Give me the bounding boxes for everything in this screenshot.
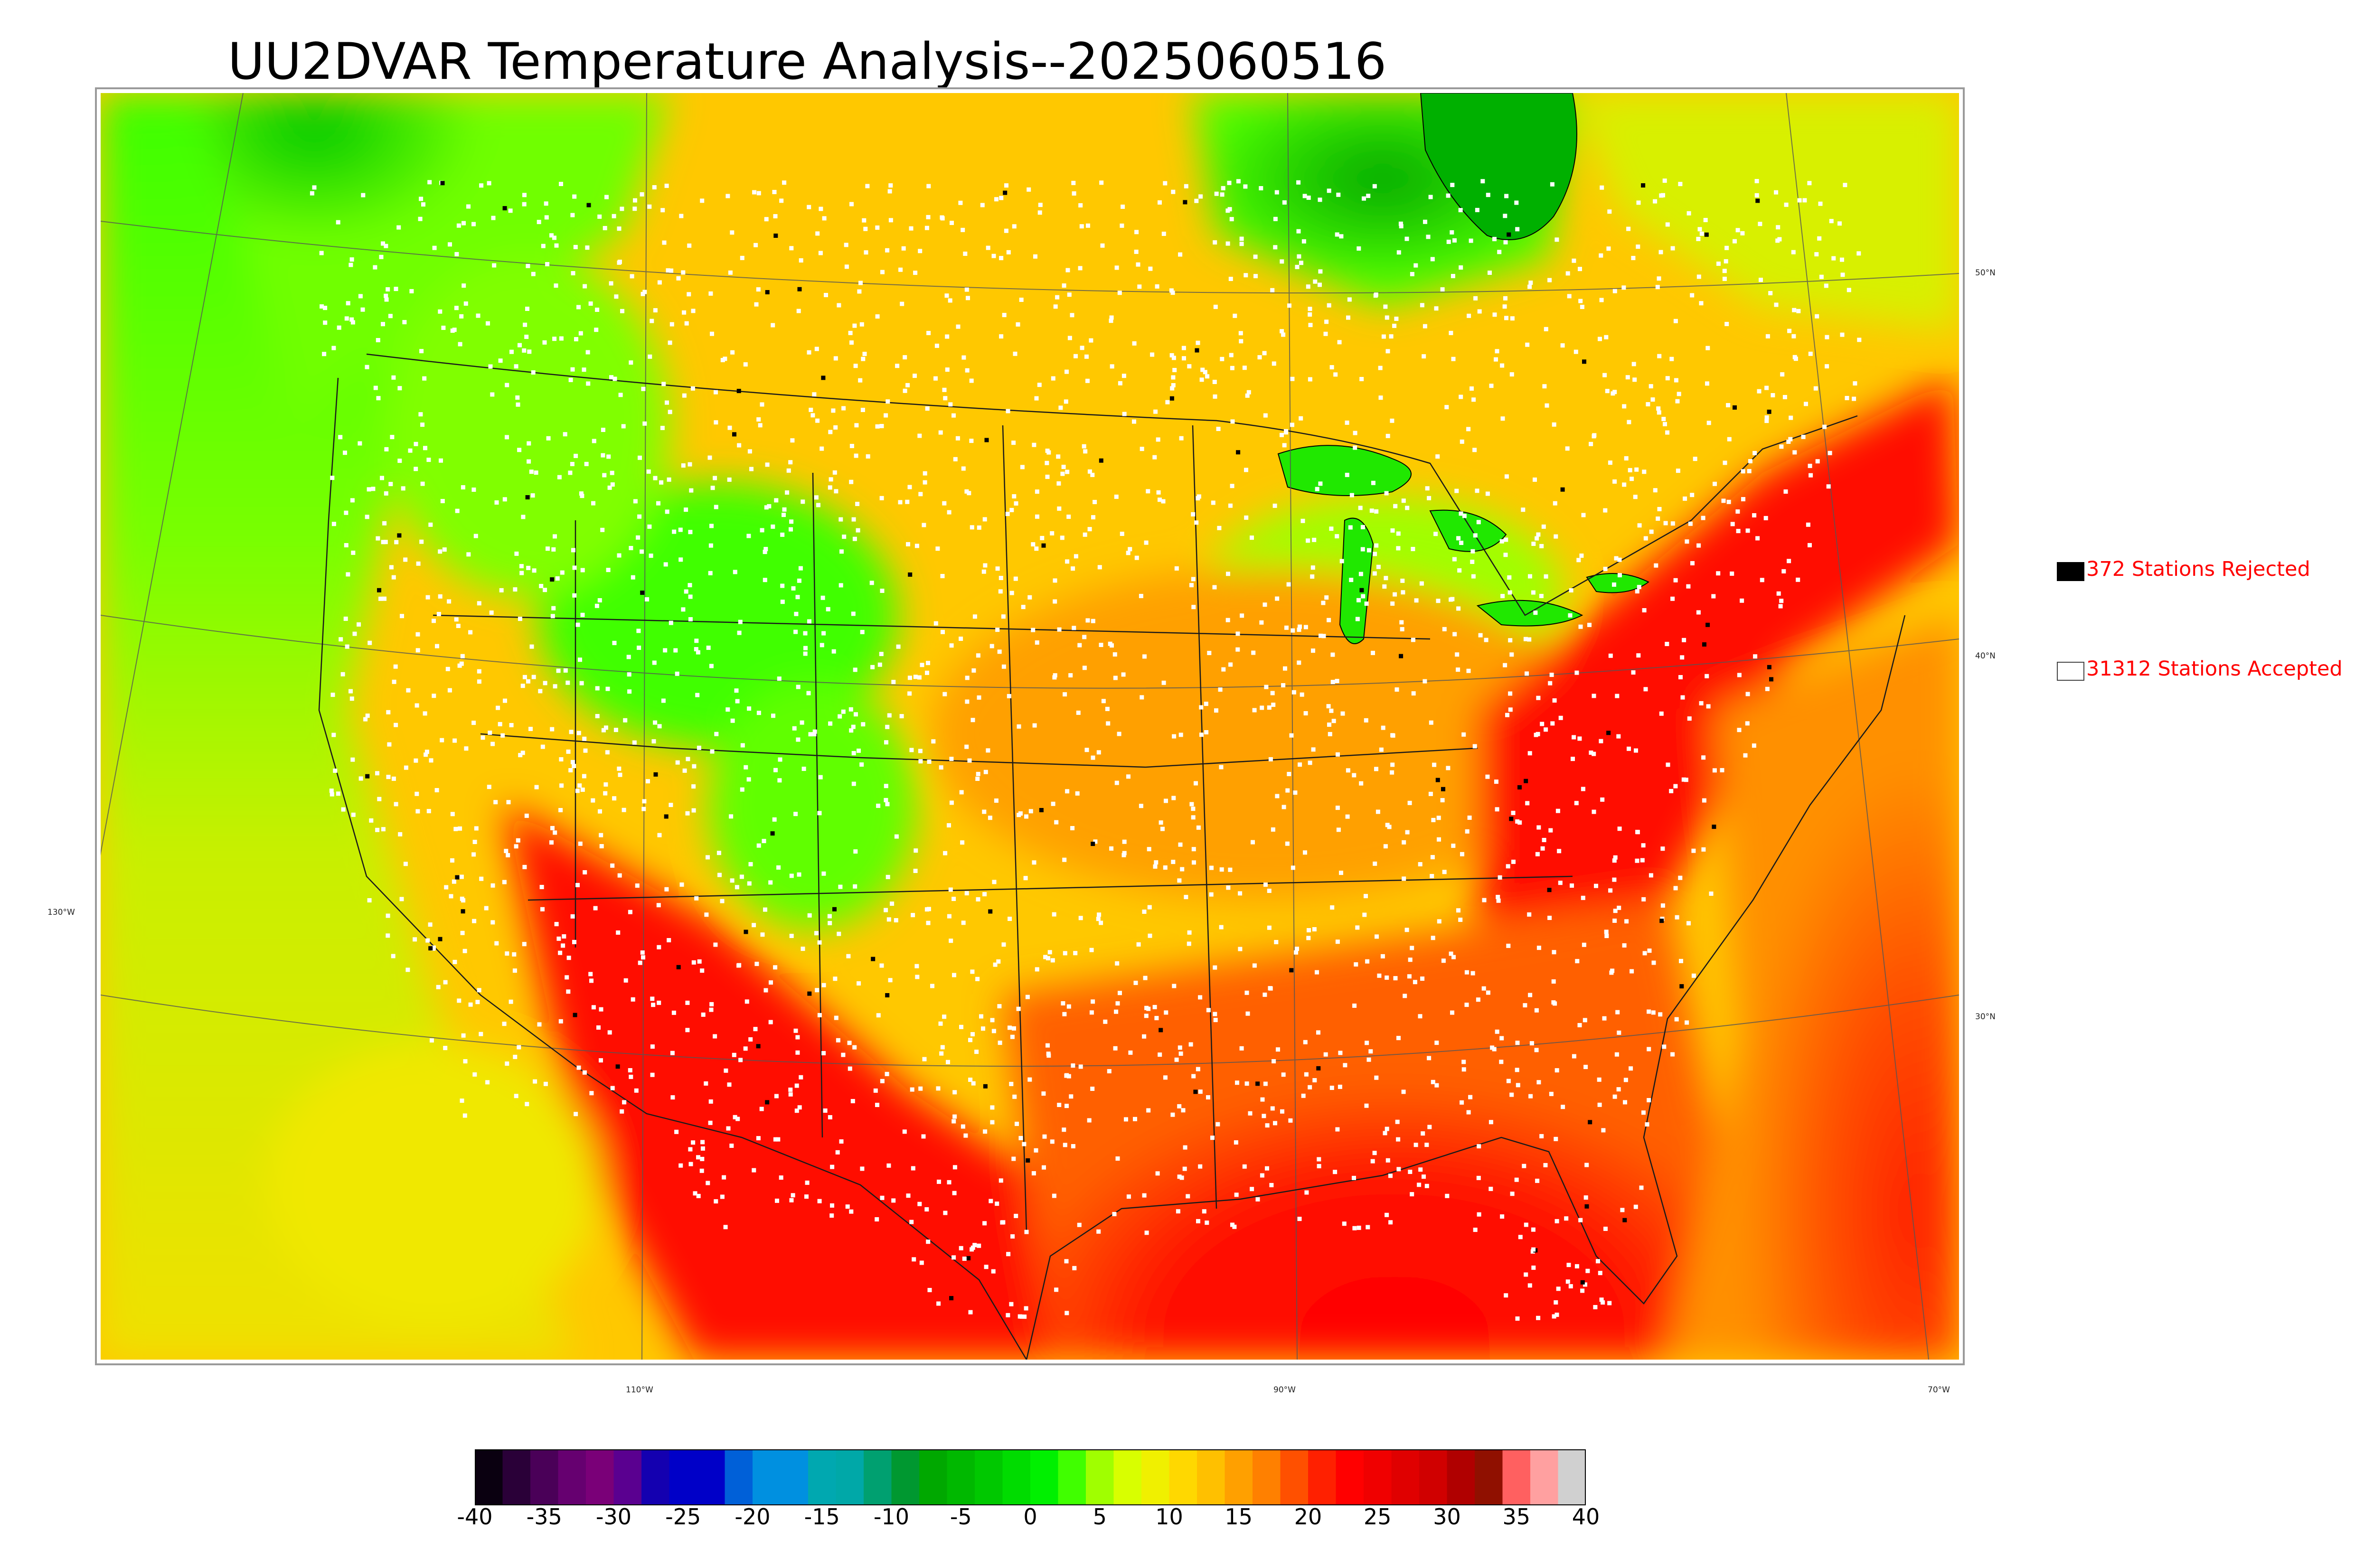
- colorbar-segment: [669, 1449, 697, 1505]
- colorbar-segment: [1169, 1449, 1197, 1505]
- colorbar-tick: 15: [1225, 1504, 1253, 1530]
- graticule: [101, 93, 1959, 1360]
- colorbar-segment: [1502, 1449, 1531, 1505]
- colorbar-tick: -10: [873, 1504, 910, 1530]
- colorbar-tick: 40: [1572, 1504, 1600, 1530]
- colorbar-segment: [891, 1449, 920, 1505]
- colorbar-tick: -30: [595, 1504, 632, 1530]
- colorbar-tick: 25: [1363, 1504, 1392, 1530]
- accepted-label: 31312 Stations Accepted: [2086, 657, 2343, 681]
- colorbar-segment: [1002, 1449, 1031, 1505]
- colorbar-segment: [1030, 1449, 1059, 1505]
- colorbar-tick: -15: [804, 1504, 840, 1530]
- lon-label-70w: 70°W: [1928, 1385, 1950, 1395]
- colorbar-segment: [475, 1449, 503, 1505]
- colorbar-segment: [1058, 1449, 1086, 1505]
- colorbar-segment: [641, 1449, 670, 1505]
- colorbar-segment: [1113, 1449, 1142, 1505]
- accepted-swatch: [2057, 662, 2084, 681]
- colorbar-segment: [1391, 1449, 1420, 1505]
- lat-label-40n: 40°N: [1975, 651, 1996, 661]
- colorbar-segment: [1475, 1449, 1503, 1505]
- rejected-swatch: [2057, 562, 2084, 581]
- rejected-label: 372 Stations Rejected: [2086, 557, 2310, 581]
- boundaries: [318, 353, 1906, 1360]
- colorbar-segment: [1364, 1449, 1392, 1505]
- colorbar-segment: [1197, 1449, 1225, 1505]
- colorbar-tick: 20: [1294, 1504, 1322, 1530]
- colorbar-tick: 0: [1023, 1504, 1037, 1530]
- colorbar-segment: [836, 1449, 864, 1505]
- colorbar-tick: -5: [950, 1504, 972, 1530]
- colorbar-segment: [1419, 1449, 1448, 1505]
- station-markers: [310, 178, 1862, 1321]
- colorbar-segment: [1308, 1449, 1337, 1505]
- lat-label-50n: 50°N: [1975, 268, 1996, 278]
- colorbar-segment: [753, 1449, 781, 1505]
- colorbar-tick: 5: [1093, 1504, 1107, 1530]
- colorbar-segment: [502, 1449, 531, 1505]
- colorbar-segment: [697, 1449, 725, 1505]
- colorbar-tick: -40: [457, 1504, 493, 1530]
- colorbar-segment: [864, 1449, 892, 1505]
- colorbar-tick: -25: [665, 1504, 701, 1530]
- colorbar-segment: [1558, 1449, 1586, 1505]
- lon-label-130w: 130°W: [47, 908, 75, 917]
- colorbar-segment: [530, 1449, 559, 1505]
- colorbar-segment: [780, 1449, 809, 1505]
- colorbar-segment: [1141, 1449, 1170, 1505]
- colorbar-segment: [558, 1449, 586, 1505]
- colorbar-segment: [1447, 1449, 1475, 1505]
- lon-label-110w: 110°W: [626, 1385, 653, 1395]
- colorbar-segment: [613, 1449, 642, 1505]
- colorbar: [475, 1449, 1586, 1505]
- colorbar-segment: [1280, 1449, 1309, 1505]
- colorbar-segment: [1225, 1449, 1253, 1505]
- colorbar-segment: [1530, 1449, 1559, 1505]
- colorbar-segment: [975, 1449, 1003, 1505]
- colorbar-tick: -20: [735, 1504, 771, 1530]
- lat-label-30n: 30°N: [1975, 1012, 1996, 1022]
- colorbar-segment: [947, 1449, 975, 1505]
- hudson-bay: [1420, 93, 1577, 240]
- colorbar-tick: 10: [1155, 1504, 1183, 1530]
- colorbar-segment: [1086, 1449, 1114, 1505]
- colorbar-segment: [919, 1449, 948, 1505]
- colorbar-segment: [808, 1449, 837, 1505]
- colorbar-segment: [586, 1449, 614, 1505]
- colorbar-segment: [725, 1449, 753, 1505]
- colorbar-segment: [1336, 1449, 1364, 1505]
- chart-title: UU2DVAR Temperature Analysis--2025060516: [227, 32, 1387, 91]
- colorbar-segment: [1253, 1449, 1281, 1505]
- colorbar-tick: 30: [1433, 1504, 1461, 1530]
- lon-label-90w: 90°W: [1273, 1385, 1296, 1395]
- colorbar-tick: -35: [526, 1504, 562, 1530]
- colorbar-tick: 35: [1502, 1504, 1531, 1530]
- temperature-map[interactable]: [101, 93, 1959, 1360]
